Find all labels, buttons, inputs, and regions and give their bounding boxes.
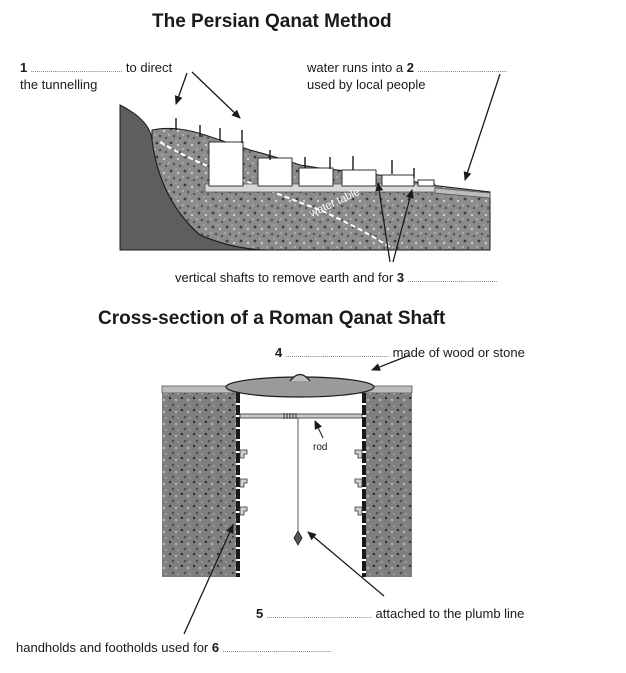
q4-blank: ........................................… xyxy=(285,352,389,359)
arrow-6 xyxy=(183,524,234,635)
q2-number: 2 xyxy=(406,60,414,75)
water-table-line xyxy=(159,141,391,248)
q5-text: attached to the plumb line xyxy=(375,606,525,621)
q3-blank: ........................................… xyxy=(407,277,498,284)
q1-text-a: to direct xyxy=(125,60,173,75)
shaft-5 xyxy=(381,174,415,187)
shaft-4 xyxy=(341,169,377,187)
label-q2: water runs into a 2 ....................… xyxy=(307,60,507,79)
shaft-1 xyxy=(208,141,244,187)
arrow-1b xyxy=(191,71,241,119)
shaft-6 xyxy=(417,179,435,187)
arrow-4 xyxy=(371,354,411,371)
arrow-1a xyxy=(174,72,188,105)
q4-text: made of wood or stone xyxy=(392,345,525,360)
q5-number: 5 xyxy=(256,606,264,621)
q6-text: handholds and footholds used for xyxy=(16,640,209,655)
label-q6: handholds and footholds used for 6 .....… xyxy=(16,640,332,659)
label-q5: 5 ......................................… xyxy=(256,606,524,625)
arrow-3b xyxy=(392,189,414,263)
q3-text: vertical shafts to remove earth and for xyxy=(175,270,394,285)
arrow-3a xyxy=(375,182,391,263)
plumb-bob xyxy=(293,530,303,546)
arrow-2 xyxy=(463,73,501,181)
arrow-5 xyxy=(307,531,385,597)
label-q1-line2: the tunnelling xyxy=(20,77,98,92)
label-q1: 1 ......................................… xyxy=(20,60,172,79)
shaft-2 xyxy=(257,157,293,187)
q1-blank: ........................................… xyxy=(30,67,123,74)
q1-number: 1 xyxy=(20,60,28,75)
roman-title: Cross-section of a Roman Qanat Shaft xyxy=(98,308,446,329)
roman-wall-right xyxy=(366,393,412,577)
shaft-3 xyxy=(298,167,334,187)
rod xyxy=(239,413,363,419)
arrow-rod xyxy=(314,420,324,439)
q2-blank: ........................................… xyxy=(417,67,508,74)
label-q3: vertical shafts to remove earth and for … xyxy=(175,270,497,289)
q2-text: water runs into a xyxy=(307,60,404,75)
q5-blank: ........................................… xyxy=(266,613,372,620)
q3-number: 3 xyxy=(396,270,405,285)
label-rod: rod xyxy=(313,442,328,453)
q6-number: 6 xyxy=(211,640,220,655)
label-q2-line2: used by local people xyxy=(307,77,426,92)
persian-title: The Persian Qanat Method xyxy=(152,11,392,32)
cover-handle xyxy=(289,373,311,382)
roman-wall-left xyxy=(162,393,236,577)
q4-number: 4 xyxy=(275,345,283,360)
q6-blank: ........................................… xyxy=(222,647,332,654)
label-q4: 4 ......................................… xyxy=(275,345,525,364)
